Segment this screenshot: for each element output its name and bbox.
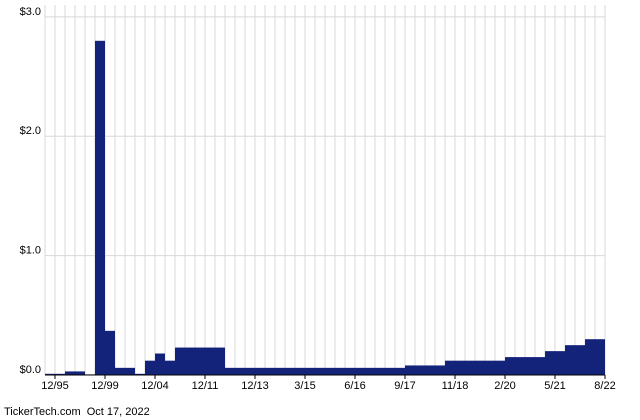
bar <box>75 371 85 375</box>
bar <box>345 367 355 375</box>
x-tick-label: 6/16 <box>344 380 365 392</box>
bar <box>435 365 445 375</box>
footer: TickerTech.com Oct 17, 2022 <box>4 406 150 418</box>
x-tick-label: 12/95 <box>41 380 69 392</box>
bar <box>585 339 595 375</box>
bar <box>175 347 185 375</box>
bar <box>505 357 515 375</box>
bar <box>255 367 265 375</box>
bar <box>335 367 345 375</box>
y-tick-label: $1.0 <box>20 245 41 257</box>
bar <box>455 360 465 375</box>
bar <box>475 360 485 375</box>
bar <box>445 360 455 375</box>
x-tick-label: 2/20 <box>494 380 515 392</box>
bar <box>295 367 305 375</box>
bar <box>285 367 295 375</box>
bar <box>145 360 155 375</box>
x-tick-label: 12/99 <box>91 380 119 392</box>
bar <box>95 40 105 375</box>
bar <box>485 360 495 375</box>
y-tick-label: $2.0 <box>20 125 41 137</box>
bar <box>555 351 565 375</box>
y-tick-label: $3.0 <box>20 6 41 18</box>
bar <box>495 360 505 375</box>
bar <box>525 357 535 375</box>
bar <box>425 365 435 375</box>
bar <box>355 367 365 375</box>
x-tick-label: 12/11 <box>192 380 219 392</box>
bar <box>205 347 215 375</box>
bar <box>535 357 545 375</box>
x-tick-label: 12/13 <box>241 380 269 392</box>
bar <box>565 345 575 375</box>
bar <box>245 367 255 375</box>
bar <box>185 347 195 375</box>
bar <box>315 367 325 375</box>
bar <box>105 330 115 375</box>
bar <box>415 365 425 375</box>
bar <box>595 339 605 375</box>
bar <box>375 367 385 375</box>
bar <box>55 373 65 375</box>
bar <box>195 347 205 375</box>
x-tick-label: 5/21 <box>544 380 565 392</box>
x-tick-label: 8/22 <box>594 380 615 392</box>
bar <box>325 367 335 375</box>
bar <box>225 367 235 375</box>
bar <box>515 357 525 375</box>
bar <box>405 365 415 375</box>
x-tick-label: 9/17 <box>394 380 415 392</box>
bar <box>545 351 555 375</box>
bar <box>365 367 375 375</box>
bar <box>395 367 405 375</box>
bar <box>165 360 175 375</box>
bar <box>385 367 395 375</box>
bar <box>135 373 145 375</box>
y-tick-label: $0.0 <box>20 364 41 376</box>
bar <box>235 367 245 375</box>
bar <box>65 371 75 375</box>
bar <box>45 373 55 375</box>
bar <box>115 367 125 375</box>
bar <box>275 367 285 375</box>
x-tick-label: 12/04 <box>141 380 169 392</box>
x-tick-label: 11/18 <box>442 380 469 392</box>
bar <box>155 353 165 375</box>
bar <box>215 347 225 375</box>
bar <box>125 367 135 375</box>
bar <box>465 360 475 375</box>
bar <box>265 367 275 375</box>
bar <box>575 345 585 375</box>
x-tick-label: 3/15 <box>294 380 315 392</box>
bar <box>305 367 315 375</box>
